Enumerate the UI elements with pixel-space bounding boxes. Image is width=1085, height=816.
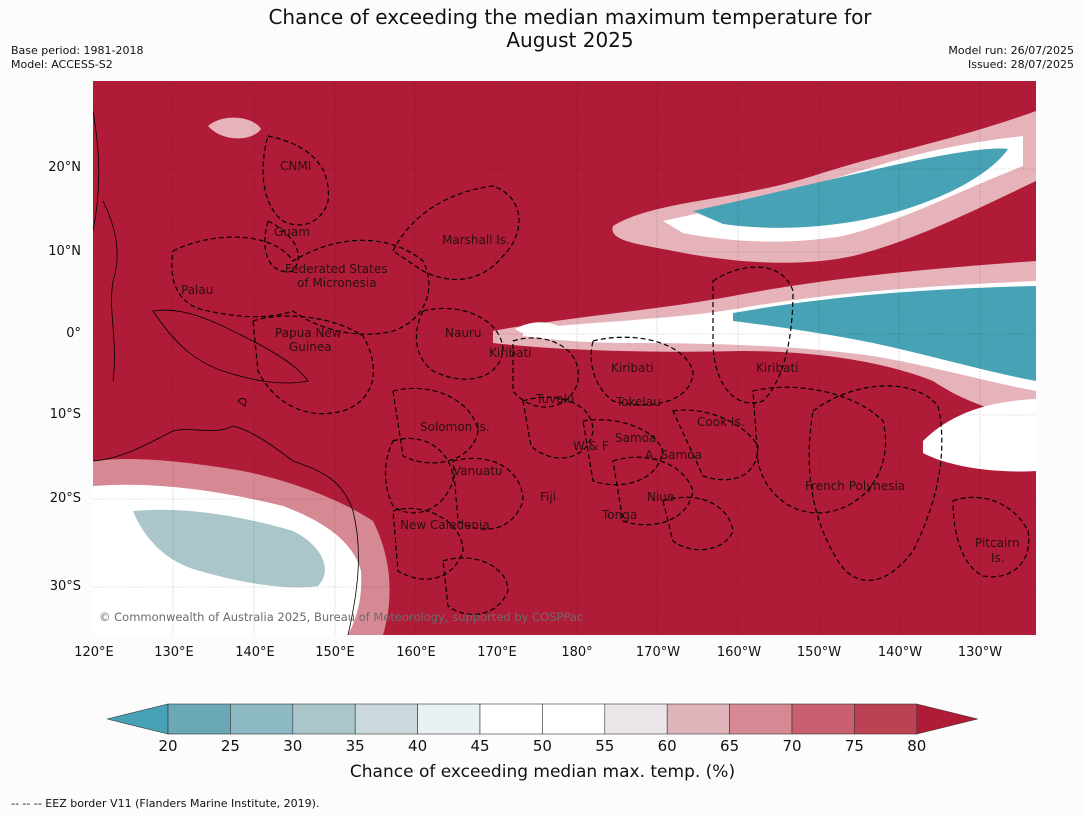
cool-spot-kiribati [515, 322, 563, 336]
model-run: Model run: 26/07/2025 [948, 44, 1074, 57]
colorbar-extend-low [107, 703, 169, 735]
colorbar-cell [542, 703, 606, 735]
label-kiribati-w: Kiribati [489, 346, 531, 360]
colorbar-cell [854, 703, 918, 735]
lon-label-130e: 130°E [154, 645, 194, 660]
colorbar-tick-label: 20 [158, 737, 178, 755]
colorbar-tick-label: 25 [220, 737, 240, 755]
colorbar-tick-label: 30 [283, 737, 303, 755]
label-pitcairn-2: Is. [991, 551, 1005, 565]
colorbar-cell [230, 703, 294, 735]
cool-region-australia-blue [133, 509, 325, 588]
colorbar-tick-label: 70 [782, 737, 802, 755]
label-niue: Niue [647, 490, 674, 504]
label-guam: Guam [274, 225, 310, 239]
label-asamoa: A. Samoa [645, 448, 702, 462]
label-samoa: Samoa [615, 431, 656, 445]
lon-label-160e: 160°E [396, 645, 436, 660]
lon-label-150w: 150°W [796, 645, 842, 660]
colorbar-cells [107, 703, 978, 735]
colorbar [107, 703, 978, 735]
lat-label-10s: 10°S [49, 407, 81, 422]
lon-label-170e: 170°E [477, 645, 517, 660]
label-newcal: New Caledonia [400, 518, 490, 532]
label-fiji: Fiji [540, 490, 556, 504]
label-solomon: Solomon Is. [420, 420, 490, 434]
lat-label-20n: 20°N [48, 160, 81, 175]
label-cnmi: CNMI [280, 159, 311, 173]
label-nauru: Nauru [445, 326, 481, 340]
colorbar-tick-label: 45 [470, 737, 490, 755]
coastlines [93, 110, 359, 635]
model-info: Base period: 1981-2018 Model: ACCESS-S2 [11, 44, 143, 72]
cool-spot-east [923, 399, 1036, 472]
label-kiribati-e: Kiribati [756, 361, 798, 375]
label-tonga: Tonga [601, 508, 637, 522]
model-name: Model: ACCESS-S2 [11, 58, 113, 71]
label-marshall: Marshall Is. [442, 233, 510, 247]
colorbar-cell [604, 703, 668, 735]
colorbar-tick-label: 40 [408, 737, 428, 755]
cool-band-equator-blue [733, 286, 1036, 381]
label-tokelau: Tokelau [615, 395, 661, 409]
graticule [93, 81, 1036, 635]
colorbar-title: Chance of exceeding median max. temp. (%… [349, 762, 736, 782]
map-title: Chance of exceeding the median maximum t… [268, 5, 872, 52]
colorbar-cell [729, 703, 793, 735]
base-period: Base period: 1981-2018 [11, 44, 144, 57]
run-info: Model run: 26/07/2025 Issued: 28/07/2025 [948, 44, 1074, 72]
colorbar-cell [791, 703, 855, 735]
colorbar-tick-label: 35 [345, 737, 365, 755]
colorbar-tick-label: 65 [720, 737, 740, 755]
colorbar-cell [292, 703, 356, 735]
lon-label-160w: 160°W [716, 645, 762, 660]
label-tuvalu: Tuvalu [535, 392, 575, 406]
label-wf: W & F [573, 439, 609, 453]
label-palau: Palau [181, 283, 213, 297]
label-fsm-2: of Micronesia [297, 276, 377, 290]
lon-label-170w: 170°W [635, 645, 681, 660]
label-pitcairn-1: Pitcairn [975, 536, 1020, 550]
label-png-2: Guinea [289, 340, 332, 354]
forecast-map: CNMI Guam Marshall Is. Federated States … [93, 81, 1036, 635]
colorbar-tick-label: 75 [844, 737, 864, 755]
cool-band-north-blue [693, 148, 1008, 228]
colorbar-tick-label: 80 [907, 737, 927, 755]
colorbar-tick-label: 60 [657, 737, 677, 755]
cool-spot-japan [208, 117, 261, 139]
lon-label-130w: 130°W [957, 645, 1003, 660]
colorbar-cell [354, 703, 418, 735]
label-fsm-1: Federated States [285, 262, 387, 276]
label-png-1: Papua New [275, 326, 342, 340]
lon-label-150e: 150°E [315, 645, 355, 660]
lon-label-140e: 140°E [235, 645, 275, 660]
label-frpoly: French Polynesia [805, 479, 905, 493]
eez-borders [171, 135, 1030, 615]
lon-label-140w: 140°W [877, 645, 923, 660]
colorbar-tick-label: 50 [532, 737, 552, 755]
colorbar-cell [479, 703, 543, 735]
colorbar-cell [167, 703, 231, 735]
lon-label-120e: 120°E [74, 645, 114, 660]
colorbar-extend-high [916, 703, 978, 735]
colorbar-cell [417, 703, 481, 735]
lat-label-10n: 10°N [48, 244, 81, 259]
region-labels: CNMI Guam Marshall Is. Federated States … [181, 159, 1020, 565]
eez-legend: -- -- -- EEZ border V11 (Flanders Marine… [11, 797, 320, 810]
colorbar-cell [666, 703, 730, 735]
lat-label-30s: 30°S [49, 579, 81, 594]
label-vanuatu: Vanuatu [453, 464, 503, 478]
map-credit: © Commonwealth of Australia 2025, Bureau… [99, 610, 584, 624]
lon-label-180: 180° [561, 645, 593, 660]
lat-label-20s: 20°S [49, 491, 81, 506]
colorbar-tick-label: 55 [595, 737, 615, 755]
issued-date: Issued: 28/07/2025 [967, 58, 1074, 71]
label-kiribati-c: Kiribati [611, 361, 653, 375]
label-cook: Cook Is. [697, 415, 744, 429]
lat-label-0: 0° [66, 326, 81, 341]
